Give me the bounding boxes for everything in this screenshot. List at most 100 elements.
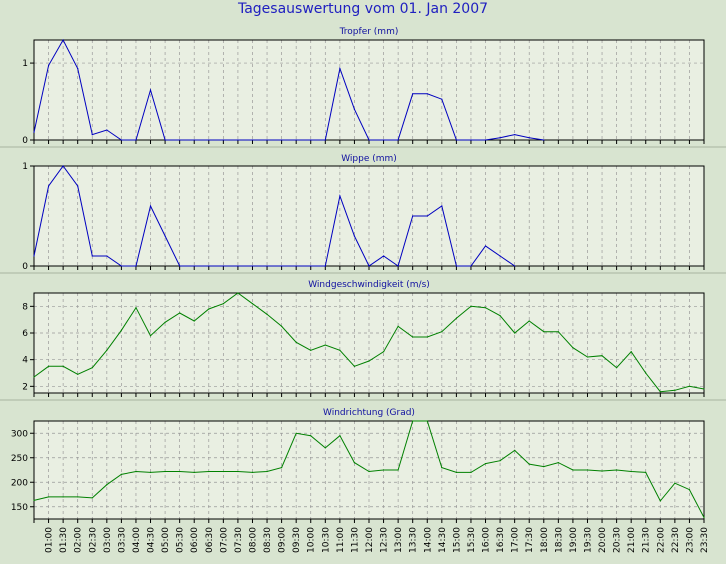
x-tick-label: 09:00 bbox=[278, 527, 288, 553]
data-point bbox=[193, 471, 195, 473]
data-point bbox=[528, 137, 530, 139]
x-tick-label: 21:30 bbox=[642, 527, 652, 553]
data-point bbox=[91, 497, 93, 499]
data-point bbox=[572, 347, 574, 349]
data-point bbox=[135, 265, 137, 267]
data-point bbox=[470, 265, 472, 267]
x-tick-label: 10:30 bbox=[321, 527, 331, 553]
data-point bbox=[295, 432, 297, 434]
figure-title: Tagesauswertung vom 01. Jan 2007 bbox=[237, 1, 489, 17]
data-point bbox=[120, 473, 122, 475]
data-point bbox=[222, 303, 224, 305]
data-point bbox=[659, 500, 661, 502]
data-point bbox=[77, 67, 79, 70]
data-point bbox=[674, 482, 676, 484]
y-tick-label: 2 bbox=[22, 382, 28, 392]
x-tick-label: 15:00 bbox=[452, 527, 462, 553]
data-point bbox=[208, 470, 210, 473]
panel-title: Windgeschwindigkeit (m/s) bbox=[308, 280, 430, 290]
data-point bbox=[179, 139, 181, 141]
data-point bbox=[237, 292, 239, 294]
x-tick-label: 09:30 bbox=[292, 527, 302, 553]
data-point bbox=[441, 205, 443, 207]
data-point bbox=[412, 93, 414, 95]
data-point bbox=[77, 373, 79, 375]
panel-windrichtung: Windrichtung (Grad) 150 200 250 300 01:00 01:3… bbox=[11, 408, 710, 553]
data-point bbox=[295, 341, 297, 343]
data-point bbox=[470, 471, 472, 473]
x-tick-label: 06:00 bbox=[190, 527, 200, 553]
data-point bbox=[251, 303, 254, 305]
data-point bbox=[674, 389, 676, 391]
data-point bbox=[193, 320, 195, 322]
data-point bbox=[77, 496, 79, 498]
data-point bbox=[528, 463, 530, 465]
data-point bbox=[441, 467, 443, 469]
data-point bbox=[703, 388, 705, 390]
x-tick-label: 21:00 bbox=[627, 527, 637, 553]
data-point bbox=[135, 470, 137, 473]
data-point bbox=[339, 195, 341, 197]
data-point bbox=[91, 367, 93, 369]
x-tick-label: 12:00 bbox=[365, 527, 375, 553]
data-point bbox=[339, 67, 341, 70]
data-point bbox=[295, 265, 297, 267]
data-point bbox=[412, 420, 414, 422]
data-point bbox=[688, 385, 691, 387]
y-tick-label: 1 bbox=[22, 162, 28, 172]
data-point bbox=[645, 471, 647, 473]
y-tick-label: 150 bbox=[11, 503, 28, 513]
series-line bbox=[33, 38, 544, 141]
data-point bbox=[324, 447, 326, 449]
y-tick-label: 8 bbox=[22, 302, 28, 312]
x-tick-label: 20:30 bbox=[613, 527, 623, 553]
data-point bbox=[33, 255, 35, 257]
data-point bbox=[645, 372, 647, 374]
data-point bbox=[368, 265, 370, 267]
data-point bbox=[179, 470, 181, 473]
data-point bbox=[237, 265, 239, 267]
data-point bbox=[368, 139, 370, 141]
data-point bbox=[455, 317, 457, 319]
data-point bbox=[703, 516, 705, 519]
data-point bbox=[106, 484, 108, 486]
data-point bbox=[455, 139, 457, 141]
x-tick-label: 15:30 bbox=[467, 527, 477, 553]
data-point bbox=[135, 307, 137, 309]
data-point bbox=[470, 305, 472, 307]
panel-tropfer: Tropfer (mm) 0 1 bbox=[22, 27, 705, 146]
data-point bbox=[383, 469, 385, 471]
data-point bbox=[572, 469, 574, 471]
data-point bbox=[499, 255, 501, 257]
x-tick-label: 12:30 bbox=[380, 527, 390, 553]
data-point bbox=[222, 139, 224, 141]
x-tick-label: 19:00 bbox=[569, 527, 579, 553]
data-point bbox=[62, 496, 64, 498]
data-point bbox=[484, 463, 487, 465]
x-tick-label: 03:00 bbox=[103, 527, 113, 553]
data-point bbox=[528, 320, 530, 322]
data-point bbox=[222, 265, 224, 267]
x-tick-label: 11:30 bbox=[350, 527, 360, 553]
data-point bbox=[543, 139, 545, 141]
data-point bbox=[120, 265, 122, 267]
data-point bbox=[412, 336, 414, 338]
data-point bbox=[33, 499, 35, 501]
x-tick-label: 02:30 bbox=[88, 527, 98, 553]
data-point bbox=[383, 351, 385, 353]
data-point bbox=[310, 139, 312, 141]
data-point bbox=[586, 469, 589, 471]
data-point bbox=[353, 365, 355, 367]
data-point bbox=[91, 134, 93, 136]
data-point bbox=[441, 331, 443, 333]
data-point bbox=[179, 312, 181, 314]
data-point bbox=[48, 365, 50, 367]
data-point bbox=[164, 321, 166, 323]
data-point bbox=[586, 356, 589, 358]
data-point bbox=[514, 332, 516, 334]
y-tick-label: 6 bbox=[22, 329, 28, 339]
x-tick-label: 14:30 bbox=[438, 527, 448, 553]
data-point bbox=[237, 139, 239, 141]
data-point bbox=[616, 367, 618, 369]
